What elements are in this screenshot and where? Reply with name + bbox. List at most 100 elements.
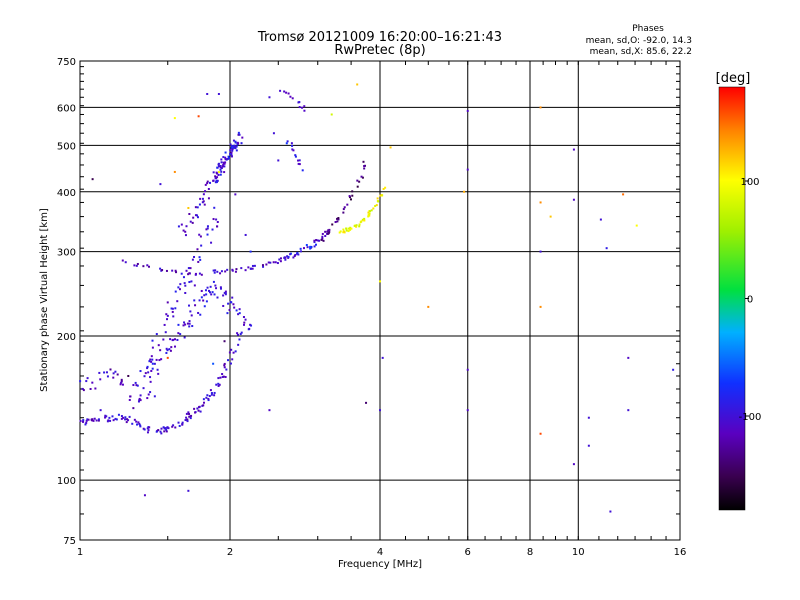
data-point bbox=[220, 158, 223, 161]
data-point bbox=[197, 409, 200, 412]
x-tick-label: 10 bbox=[572, 547, 585, 558]
data-point bbox=[91, 418, 94, 421]
data-point bbox=[236, 332, 239, 335]
data-point bbox=[163, 323, 166, 326]
data-point bbox=[209, 181, 212, 184]
data-point bbox=[99, 378, 102, 381]
data-point bbox=[309, 245, 312, 248]
data-point bbox=[328, 228, 331, 231]
data-point bbox=[183, 321, 186, 324]
data-point bbox=[160, 432, 163, 435]
data-point bbox=[82, 419, 85, 422]
data-point bbox=[112, 376, 115, 379]
data-point bbox=[202, 404, 205, 407]
data-point bbox=[175, 271, 178, 274]
data-point bbox=[193, 407, 196, 410]
data-point bbox=[214, 269, 217, 272]
data-point bbox=[213, 394, 216, 397]
data-point bbox=[222, 156, 225, 159]
data-point bbox=[106, 375, 109, 378]
data-point bbox=[198, 272, 201, 275]
data-point bbox=[249, 250, 252, 253]
data-point bbox=[289, 253, 292, 256]
data-point bbox=[176, 300, 179, 303]
data-point bbox=[159, 349, 162, 352]
data-point bbox=[159, 267, 162, 270]
data-point bbox=[349, 226, 352, 229]
data-point bbox=[215, 383, 218, 386]
data-point bbox=[299, 250, 302, 253]
data-point bbox=[342, 208, 345, 211]
data-point bbox=[188, 412, 191, 415]
data-point bbox=[351, 190, 354, 193]
data-point bbox=[196, 214, 199, 217]
data-point bbox=[205, 300, 208, 303]
data-point bbox=[272, 132, 275, 135]
data-point bbox=[114, 417, 117, 420]
data-points bbox=[79, 83, 675, 513]
data-point bbox=[284, 258, 287, 261]
data-point bbox=[253, 264, 256, 267]
data-point bbox=[91, 178, 94, 181]
data-point bbox=[94, 387, 97, 390]
data-point bbox=[328, 230, 331, 233]
data-point bbox=[224, 293, 227, 296]
data-point bbox=[213, 271, 216, 274]
y-tick-label: 75 bbox=[63, 536, 76, 547]
data-point bbox=[326, 232, 329, 235]
data-point bbox=[170, 307, 173, 310]
data-point bbox=[572, 148, 575, 151]
data-point bbox=[212, 362, 215, 365]
data-point bbox=[120, 417, 123, 420]
data-point bbox=[229, 362, 232, 365]
data-point bbox=[226, 157, 229, 160]
data-point bbox=[135, 384, 138, 387]
data-point bbox=[191, 221, 194, 224]
data-point bbox=[228, 308, 231, 311]
data-point bbox=[294, 155, 297, 158]
data-point bbox=[139, 399, 142, 402]
data-point bbox=[157, 429, 160, 432]
data-point bbox=[235, 309, 238, 312]
data-point bbox=[294, 253, 297, 256]
data-point bbox=[217, 377, 220, 380]
data-point bbox=[115, 418, 118, 421]
data-point bbox=[188, 415, 191, 418]
data-point bbox=[302, 247, 305, 250]
data-point bbox=[206, 180, 209, 183]
data-point bbox=[215, 181, 218, 184]
data-point bbox=[197, 115, 200, 118]
data-point bbox=[184, 323, 187, 326]
data-point bbox=[306, 246, 309, 249]
data-point bbox=[185, 225, 188, 228]
data-point bbox=[221, 165, 224, 168]
data-point bbox=[237, 313, 240, 316]
data-point bbox=[298, 163, 301, 166]
chart-title: Tromsø 20121009 16:20:00–16:21:43 bbox=[257, 30, 502, 45]
data-point bbox=[188, 322, 191, 325]
data-point bbox=[127, 419, 130, 422]
data-point bbox=[159, 430, 162, 433]
data-point bbox=[137, 400, 140, 403]
data-point bbox=[146, 367, 149, 370]
data-point bbox=[173, 338, 176, 341]
data-point bbox=[166, 426, 169, 429]
data-point bbox=[587, 444, 590, 447]
x-axis-label: Frequency [MHz] bbox=[338, 559, 422, 570]
data-point bbox=[213, 206, 216, 209]
data-point bbox=[210, 293, 213, 296]
data-point bbox=[313, 241, 316, 244]
data-point bbox=[124, 261, 127, 264]
data-point bbox=[134, 381, 137, 384]
data-point bbox=[321, 232, 324, 235]
data-point bbox=[244, 318, 247, 321]
data-point bbox=[350, 227, 353, 230]
data-point bbox=[153, 362, 156, 365]
data-point bbox=[320, 238, 323, 241]
data-point bbox=[181, 421, 184, 424]
data-point bbox=[227, 155, 230, 158]
colorbar-tick-label: -100 bbox=[739, 412, 762, 423]
data-point bbox=[237, 131, 240, 134]
data-point bbox=[349, 198, 352, 201]
x-tick-label: 4 bbox=[377, 547, 383, 558]
